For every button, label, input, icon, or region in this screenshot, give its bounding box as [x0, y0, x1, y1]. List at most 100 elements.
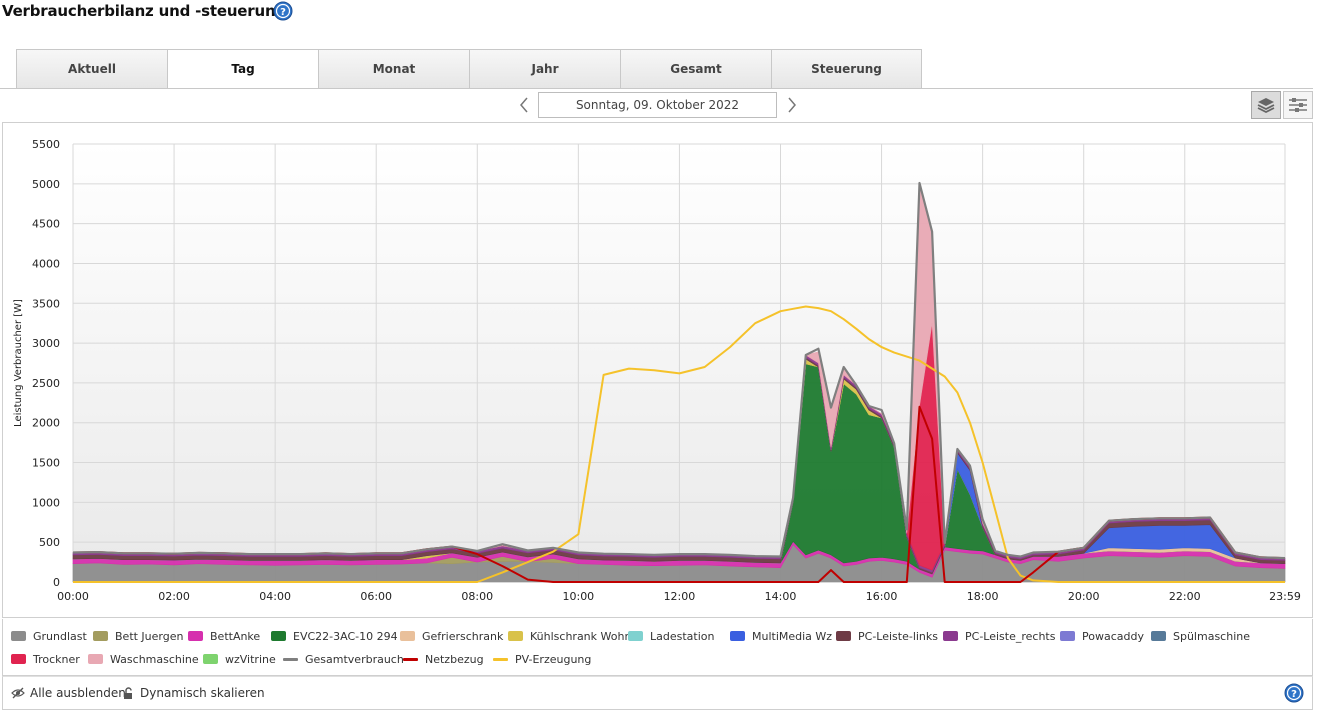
legend-swatch — [403, 657, 418, 661]
x-tick-label: 14:00 — [765, 590, 797, 603]
legend-label: PC-Leiste-links — [858, 629, 939, 643]
legend-label: Gesamtverbrauch — [305, 652, 404, 666]
legend-label: Netzbezug — [425, 652, 484, 666]
legend-label: BettAnke — [210, 629, 261, 643]
legend-swatch — [1060, 631, 1075, 641]
y-tick-label: 4000 — [32, 257, 60, 270]
legend-item[interactable]: MultiMedia Wz — [730, 628, 832, 644]
tab-bar: Aktuell Tag Monat Jahr Gesamt Steuerung — [16, 49, 922, 89]
legend-swatch — [283, 657, 298, 661]
date-selector[interactable]: Sonntag, 09. Oktober 2022 — [538, 92, 777, 118]
hide-all-button[interactable]: Alle ausblenden — [11, 686, 126, 700]
legend-item[interactable]: wzVitrine — [203, 651, 276, 667]
legend-swatch — [836, 631, 851, 641]
legend-swatch — [628, 631, 643, 641]
legend-item[interactable]: Bett Juergen — [93, 628, 183, 644]
y-axis-label: Leistung Verbraucher [W] — [13, 299, 24, 427]
legend-label: Gefrierschrank — [422, 629, 504, 643]
tab-jahr[interactable]: Jahr — [469, 49, 620, 89]
x-tick-label: 16:00 — [866, 590, 898, 603]
legend-item[interactable]: PC-Leiste-links — [836, 628, 938, 644]
legend-swatch — [188, 631, 203, 641]
y-tick-label: 500 — [39, 536, 60, 549]
legend-label: wzVitrine — [225, 652, 276, 666]
tab-steuerung[interactable]: Steuerung — [771, 49, 922, 89]
y-tick-label: 4500 — [32, 218, 60, 231]
svg-text:?: ? — [280, 7, 286, 18]
legend-label: Powacaddy — [1082, 629, 1144, 643]
chevron-right-icon[interactable] — [782, 92, 802, 118]
legend-item[interactable]: Trockner — [11, 651, 80, 667]
legend-swatch — [943, 631, 958, 641]
x-tick-label: 00:00 — [57, 590, 89, 603]
x-tick-label: 06:00 — [360, 590, 392, 603]
legend-label: PC-Leiste_rechts — [965, 629, 1056, 643]
dynamic-scale-button[interactable]: Dynamisch skalieren — [123, 686, 265, 700]
legend-item[interactable]: Kühlschrank Wohnz — [508, 628, 637, 644]
eye-slash-icon — [11, 687, 25, 699]
page-title: Verbraucherbilanz und -steuerung — [2, 2, 286, 20]
legend-item[interactable]: Powacaddy — [1060, 628, 1144, 644]
legend-swatch — [400, 631, 415, 641]
legend-item[interactable]: Gefrierschrank — [400, 628, 503, 644]
dynamic-scale-label: Dynamisch skalieren — [140, 686, 265, 700]
x-tick-label: 20:00 — [1068, 590, 1100, 603]
stacked-view-button[interactable] — [1251, 91, 1281, 119]
line-series — [72, 181, 1286, 560]
x-tick-label: 22:00 — [1169, 590, 1201, 603]
chart-footer: Alle ausblenden Dynamisch skalieren — [2, 676, 1313, 710]
x-tick-label: 08:00 — [461, 590, 493, 603]
chevron-left-icon[interactable] — [514, 92, 534, 118]
y-tick-label: 2000 — [32, 417, 60, 430]
sliders-icon — [1289, 98, 1307, 112]
legend-label: Trockner — [33, 652, 80, 666]
legend-label: MultiMedia Wz — [752, 629, 833, 643]
y-tick-label: 5500 — [32, 138, 60, 151]
consumption-chart: 0 500 1000 1500 2000 2500 3000 3500 4000 4500 5000… — [13, 138, 1301, 603]
legend-swatch — [508, 631, 523, 641]
legend-swatch — [11, 654, 26, 664]
x-tick-label: 10:00 — [562, 590, 594, 603]
legend-swatch — [493, 657, 508, 661]
x-tick-label: 02:00 — [158, 590, 190, 603]
line-series — [73, 305, 1285, 583]
y-tick-label: 0 — [53, 576, 60, 589]
legend-item[interactable]: Waschmaschine — [88, 651, 199, 667]
help-icon[interactable]: ? — [273, 1, 293, 21]
tab-tag[interactable]: Tag — [167, 49, 318, 89]
tab-aktuell[interactable]: Aktuell — [16, 49, 167, 89]
legend-label: Grundlast — [33, 629, 87, 643]
legend-item[interactable]: Grundlast — [11, 628, 87, 644]
legend-swatch — [271, 631, 286, 641]
x-tick-label: 12:00 — [664, 590, 696, 603]
legend-label: Bett Juergen — [115, 629, 184, 643]
line-view-button[interactable] — [1283, 91, 1313, 119]
legend-label: EVC22-3AC-10 294 — [293, 629, 398, 643]
chart-legend: Grundlast Bett Juergen BettAnke EVC22-3AC-1… — [2, 619, 1313, 676]
legend-label: Spülmaschine — [1173, 629, 1250, 643]
x-tick-label: 04:00 — [259, 590, 291, 603]
legend-item[interactable]: Gesamtverbrauch — [283, 651, 404, 667]
tab-divider — [0, 88, 1313, 89]
hide-all-label: Alle ausblenden — [30, 686, 126, 700]
legend-item[interactable]: BettAnke — [188, 628, 260, 644]
legend-item[interactable]: EVC22-3AC-10 294 — [271, 628, 398, 644]
legend-label: Kühlschrank Wohnz — [530, 629, 638, 643]
x-tick-label: 18:00 — [967, 590, 999, 603]
tab-monat[interactable]: Monat — [318, 49, 469, 89]
tab-gesamt[interactable]: Gesamt — [620, 49, 771, 89]
legend-swatch — [11, 631, 26, 641]
help-icon[interactable]: ? — [1284, 683, 1304, 703]
legend-item[interactable]: PV-Erzeugung — [493, 651, 591, 667]
legend-swatch — [88, 654, 103, 664]
x-tick-label: 23:59 — [1269, 590, 1301, 603]
legend-swatch — [1151, 631, 1166, 641]
y-tick-label: 1500 — [32, 457, 60, 470]
legend-item[interactable]: Netzbezug — [403, 651, 484, 667]
y-tick-label: 3500 — [32, 297, 60, 310]
legend-item[interactable]: Spülmaschine — [1151, 628, 1250, 644]
legend-item[interactable]: Ladestation — [628, 628, 714, 644]
legend-item[interactable]: PC-Leiste_rechts — [943, 628, 1055, 644]
y-tick-label: 2500 — [32, 377, 60, 390]
legend-swatch — [93, 631, 108, 641]
